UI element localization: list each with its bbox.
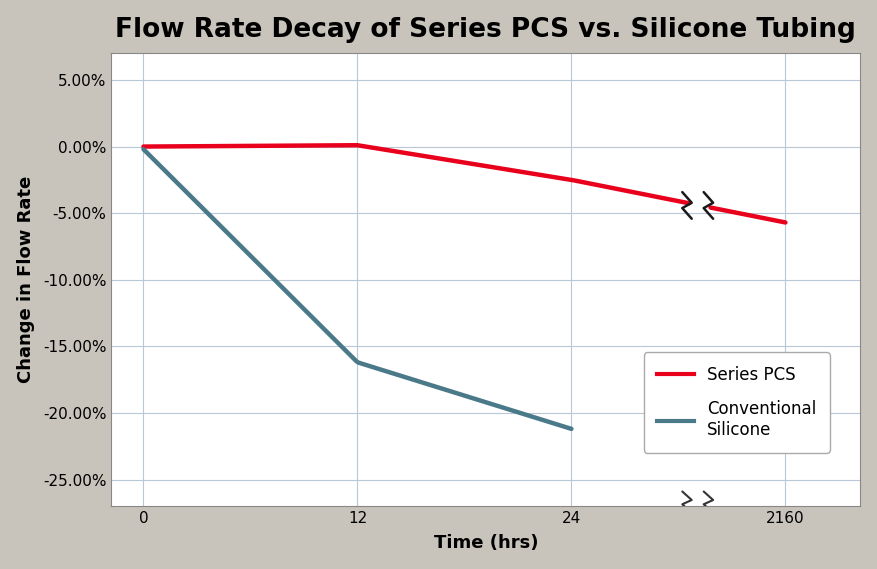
X-axis label: Time (hrs): Time (hrs) [433,534,538,552]
Y-axis label: Change in Flow Rate: Change in Flow Rate [17,176,35,384]
Legend: Series PCS, Conventional
Silicone: Series PCS, Conventional Silicone [644,352,830,452]
Title: Flow Rate Decay of Series PCS vs. Silicone Tubing: Flow Rate Decay of Series PCS vs. Silico… [116,17,856,43]
